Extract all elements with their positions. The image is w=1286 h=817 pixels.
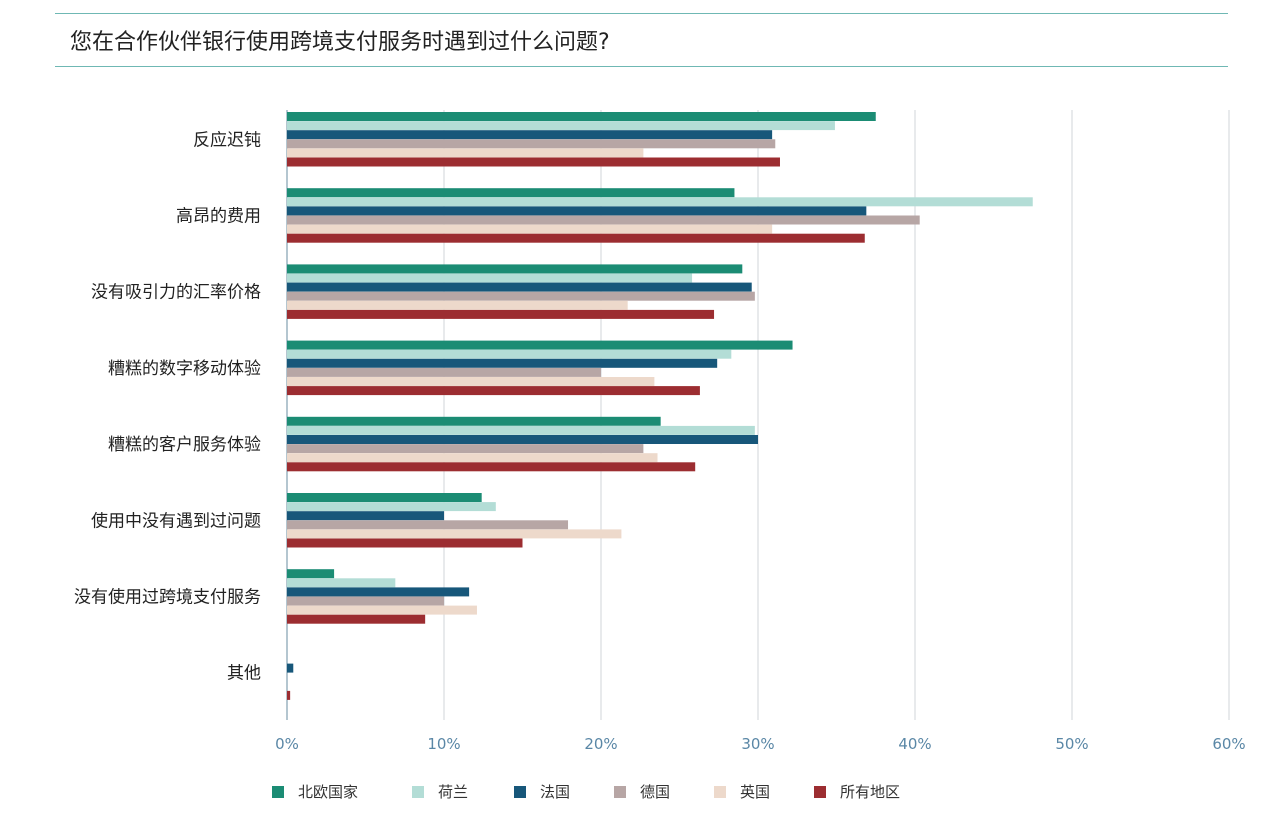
bar — [287, 282, 752, 292]
legend-item: 所有地区 — [814, 781, 900, 802]
x-tick-label: 20% — [584, 735, 617, 753]
bar — [287, 569, 335, 579]
bar — [287, 690, 291, 700]
bar — [287, 349, 732, 359]
bar — [287, 587, 470, 597]
category-label: 糟糕的客户服务体验 — [108, 435, 261, 455]
x-tick-label: 60% — [1212, 735, 1245, 753]
bar — [287, 188, 735, 198]
legend-label: 荷兰 — [438, 783, 469, 801]
bar — [287, 453, 658, 463]
bar — [287, 596, 444, 606]
bar — [287, 215, 920, 225]
bar — [287, 112, 876, 121]
bar — [287, 435, 758, 444]
bar — [287, 605, 477, 615]
legend-item: 北欧国家 — [272, 781, 358, 802]
legend-swatch — [514, 785, 526, 798]
category-label: 没有吸引力的汇率价格 — [91, 283, 261, 303]
legend-swatch — [412, 785, 424, 798]
bar — [287, 309, 715, 319]
x-tick-label: 50% — [1055, 735, 1088, 753]
x-tick-label: 0% — [275, 735, 299, 753]
bar — [287, 444, 644, 454]
legend-label: 英国 — [740, 783, 771, 801]
legend-label: 法国 — [540, 783, 571, 801]
legend-item: 德国 — [614, 781, 670, 802]
bar — [287, 367, 601, 377]
legend-label: 德国 — [640, 783, 671, 801]
legend-label: 北欧国家 — [298, 783, 359, 801]
legend-item: 荷兰 — [412, 781, 468, 802]
bar — [287, 291, 755, 301]
legend-swatch — [272, 785, 284, 798]
category-label: 高昂的费用 — [176, 207, 261, 227]
bar — [287, 377, 655, 386]
bar — [287, 206, 867, 216]
bar — [287, 529, 622, 539]
legend-item: 法国 — [514, 781, 570, 802]
title-top-rule — [55, 13, 1228, 14]
bar — [287, 520, 569, 530]
bar — [287, 614, 426, 624]
category-label: 没有使用过跨境支付服务 — [74, 587, 261, 608]
bar — [287, 139, 776, 149]
bar — [287, 121, 835, 131]
x-tick-label: 40% — [898, 735, 931, 753]
legend-swatch — [814, 785, 826, 798]
bar — [287, 425, 755, 435]
legend-swatch — [714, 785, 726, 798]
bar — [287, 538, 523, 548]
bar — [287, 502, 496, 512]
legend-item: 英国 — [714, 781, 770, 802]
legend-swatch — [614, 785, 626, 798]
category-label: 反应迟钝 — [193, 130, 261, 150]
bar — [287, 358, 718, 368]
bar — [287, 157, 780, 167]
category-label: 糟糕的数字移动体验 — [108, 359, 261, 379]
legend-label: 所有地区 — [840, 783, 901, 801]
bar — [287, 273, 693, 283]
bar — [287, 148, 644, 158]
bar — [287, 493, 482, 502]
bar — [287, 300, 628, 310]
bar — [287, 264, 743, 274]
bar — [287, 462, 696, 472]
title-bottom-rule — [55, 66, 1228, 67]
category-label: 使用中没有遇到过问题 — [91, 510, 261, 531]
bar — [287, 197, 1033, 207]
bar — [287, 130, 773, 140]
x-tick-label: 10% — [427, 735, 460, 753]
bar — [287, 340, 793, 350]
bar — [287, 233, 865, 243]
bar — [287, 511, 444, 521]
bar — [287, 578, 396, 588]
chart-title: 您在合作伙伴银行使用跨境支付服务时遇到过什么问题? — [70, 30, 610, 55]
bar — [287, 663, 294, 673]
bar — [287, 416, 661, 426]
x-tick-label: 30% — [741, 735, 774, 753]
bar — [287, 386, 700, 396]
category-label: 其他 — [227, 664, 261, 684]
bar — [287, 224, 773, 234]
